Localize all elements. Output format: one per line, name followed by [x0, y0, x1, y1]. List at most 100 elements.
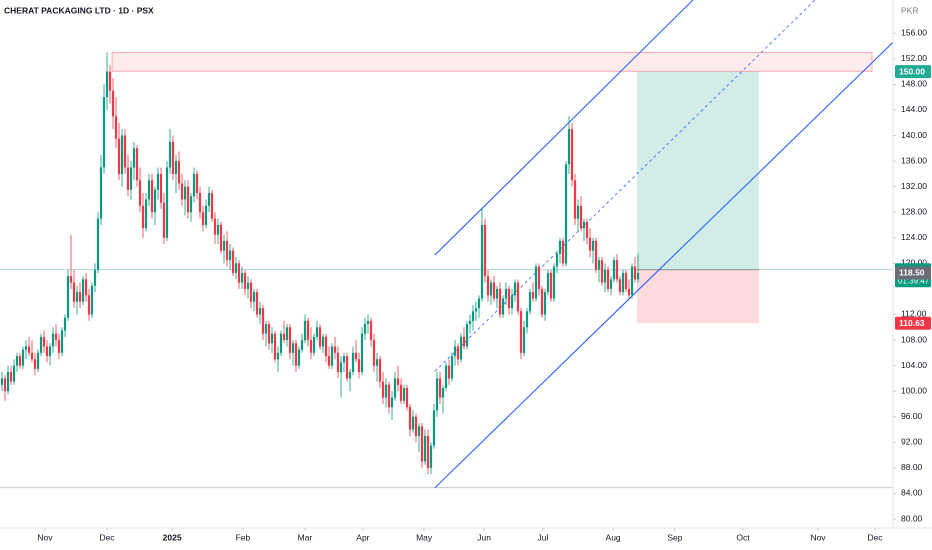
candle-body: [576, 205, 580, 219]
candle-body: [147, 180, 151, 200]
y-tick-label: 96.00: [901, 411, 923, 421]
candle-body: [273, 333, 277, 360]
candle-body: [609, 279, 613, 289]
chart-title: CHERAT PACKAGING LTD · 1D · PSX: [4, 5, 154, 15]
candle-body: [579, 205, 583, 229]
candle-body: [339, 362, 343, 373]
x-tick-label: Apr: [356, 532, 369, 542]
channel-middle: [434, 0, 816, 372]
y-tick-label: 108.00: [901, 334, 927, 344]
candle-body: [591, 240, 595, 251]
candle-body: [150, 180, 154, 213]
candle-body: [84, 279, 88, 296]
candle-body: [21, 349, 25, 366]
y-tick-label: 156.00: [901, 27, 927, 37]
candle-body: [516, 282, 520, 312]
candle-body: [477, 298, 481, 309]
candle-body: [357, 359, 361, 373]
candle-body: [108, 71, 112, 91]
y-tick-label: 84.00: [901, 488, 923, 498]
candle-body: [402, 388, 406, 401]
candle-body: [105, 71, 109, 98]
candle-body: [342, 356, 346, 363]
x-tick-label: May: [416, 532, 433, 542]
plot-area: [0, 0, 893, 489]
candle-body: [252, 292, 256, 302]
candle-body: [411, 416, 415, 430]
candle-body: [555, 253, 559, 267]
candle-body: [540, 288, 544, 315]
candle-body: [381, 381, 385, 398]
candle-body: [480, 225, 484, 299]
channel-lower: [434, 41, 893, 489]
target-zone: [637, 71, 759, 270]
candle-body: [192, 173, 196, 197]
candle-body: [204, 205, 208, 226]
candle-body: [348, 372, 352, 379]
candle-body: [315, 327, 319, 337]
y-tick-label: 132.00: [901, 181, 927, 191]
candle-body: [312, 336, 316, 353]
candle-body: [369, 320, 373, 341]
candle-body: [438, 378, 442, 398]
candle-body: [165, 167, 169, 238]
candle-body: [462, 336, 466, 347]
candle-body: [447, 365, 451, 379]
candle-body: [597, 260, 601, 270]
y-tick-label: 140.00: [901, 130, 927, 140]
candle-body: [564, 164, 568, 264]
price-tag-label: 150.00: [899, 66, 925, 76]
candle-body: [318, 327, 322, 347]
candle-body: [552, 266, 556, 299]
candle-body: [417, 426, 421, 436]
candle-body: [300, 340, 304, 350]
candle-body: [297, 349, 301, 366]
candle-body: [117, 138, 121, 174]
candle-body: [27, 346, 31, 353]
candle-body: [507, 288, 511, 309]
price-tag-bg: [895, 316, 931, 330]
candle-body: [354, 352, 358, 360]
candle-body: [291, 343, 295, 353]
candle-body: [561, 240, 565, 264]
candle-body: [180, 183, 184, 200]
candle-body: [216, 225, 220, 235]
x-tick-label: Sep: [667, 532, 682, 542]
x-tick-label: Nov: [37, 532, 53, 542]
candle-body: [321, 336, 325, 347]
candle-body: [9, 372, 13, 382]
candle-body: [261, 308, 265, 334]
candle-body: [441, 388, 445, 398]
y-tick-label: 92.00: [901, 437, 923, 447]
candle-body: [309, 340, 313, 353]
candle-body: [228, 250, 232, 261]
candle-body: [18, 356, 22, 366]
candle-body: [498, 288, 502, 315]
candle-body: [174, 161, 178, 174]
candle-body: [141, 205, 145, 229]
candle-body: [189, 196, 193, 213]
candle-body: [345, 356, 349, 379]
candle-body: [243, 272, 247, 289]
price-tag: 150.00: [895, 65, 931, 79]
candle-body: [246, 282, 250, 289]
candle-body: [6, 372, 10, 392]
candle-body: [330, 346, 334, 366]
candle-body: [465, 324, 469, 347]
y-tick-label: 148.00: [901, 79, 927, 89]
candle-body: [135, 148, 139, 181]
candle-body: [372, 340, 376, 366]
price-tag-label: 118.50: [899, 268, 925, 278]
candle-body: [12, 365, 16, 382]
candle-body: [519, 311, 523, 353]
candle-body: [210, 193, 214, 219]
candle-body: [528, 292, 532, 312]
candle-body: [111, 90, 115, 117]
price-tag-bg: [895, 266, 931, 280]
candle-body: [618, 279, 622, 293]
candle-body: [123, 135, 127, 168]
candle-body: [102, 97, 106, 168]
candle-body: [144, 199, 148, 229]
candle-body: [159, 173, 163, 203]
candle-body: [324, 336, 328, 357]
